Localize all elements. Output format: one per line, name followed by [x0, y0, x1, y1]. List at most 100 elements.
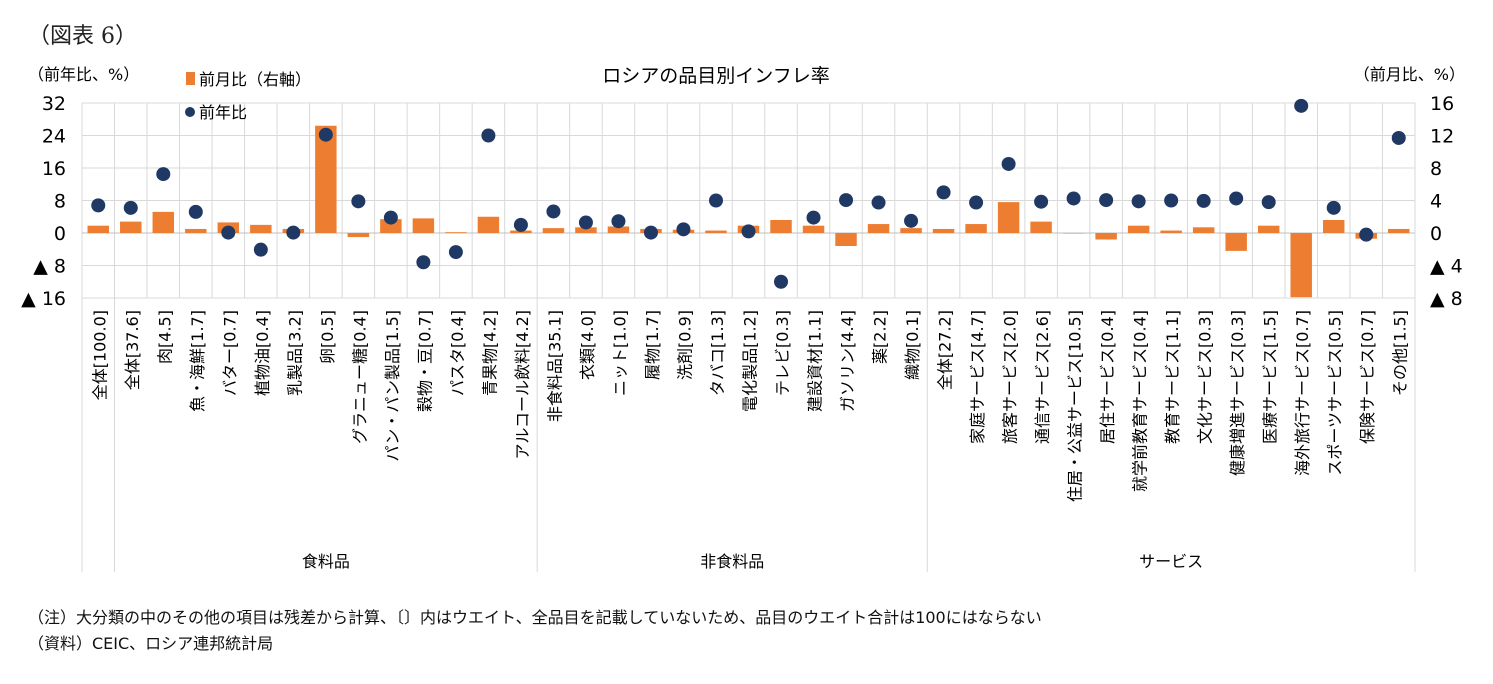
- dot: [936, 185, 951, 200]
- right-axis-label: （前月比、%）: [1354, 65, 1465, 84]
- category-label: 織物[0.1]: [903, 310, 922, 380]
- bar: [120, 221, 142, 233]
- right-tick-label: 16: [1430, 93, 1454, 115]
- bar: [152, 211, 175, 233]
- dot: [1066, 191, 1081, 206]
- dot: [318, 127, 333, 142]
- dot: [1294, 98, 1309, 113]
- right-tick-label: ▲ 8: [1430, 288, 1463, 310]
- bar: [965, 224, 987, 233]
- category-label: グラニュー糖[0.4]: [350, 310, 369, 444]
- dot: [741, 224, 756, 239]
- dot: [351, 194, 366, 209]
- dot: [1359, 227, 1374, 242]
- category-label: ガソリン[4.4]: [838, 310, 857, 412]
- chart-note: （注）大分類の中のその他の項目は残差から計算、〔〕内はウエイト、全品目を記載して…: [28, 608, 1042, 627]
- group-label: サービス: [1139, 552, 1203, 571]
- category-label: 全体[37.6]: [123, 310, 142, 390]
- bar: [867, 224, 890, 233]
- legend-dot-label: 前年比: [199, 103, 247, 122]
- bar: [1322, 220, 1345, 233]
- dot: [708, 193, 723, 208]
- dot: [904, 213, 919, 228]
- category-label: 健康増進サービス[0.3]: [1228, 310, 1247, 476]
- legend-bar-label: 前月比（右軸）: [199, 70, 311, 89]
- category-label: 魚・海鮮[1.7]: [188, 310, 207, 412]
- dot: [1034, 194, 1049, 209]
- category-label: 住居・公益サービス[10.5]: [1066, 310, 1085, 502]
- dot: [676, 222, 691, 237]
- dot: [839, 193, 854, 208]
- bar: [250, 224, 272, 233]
- dot: [1099, 193, 1114, 208]
- category-label: 履物[1.7]: [643, 310, 662, 380]
- category-label: パン・パン製品[1.5]: [383, 310, 402, 462]
- category-label: スポーツサービス[0.5]: [1326, 310, 1345, 476]
- category-label: 全体[27.2]: [936, 310, 955, 390]
- bar: [1030, 221, 1052, 233]
- right-tick-label: 8: [1430, 158, 1442, 180]
- dot: [1001, 156, 1016, 171]
- bar: [477, 216, 500, 233]
- category-label: 全体[100.0]: [90, 310, 109, 400]
- bar: [1388, 228, 1410, 233]
- left-tick-label: 32: [42, 93, 66, 115]
- dot: [1131, 194, 1146, 209]
- bar: [900, 228, 922, 233]
- category-label: 肉[4.5]: [155, 310, 174, 364]
- bar: [1225, 233, 1247, 251]
- category-label: アルコール飲料[4.2]: [513, 310, 532, 459]
- dot: [416, 255, 431, 270]
- category-label: その他[1.5]: [1391, 310, 1410, 396]
- category-label: タバコ[1.3]: [708, 310, 727, 396]
- category-label: 卵[0.5]: [318, 310, 337, 364]
- category-label: 電化製品[1.2]: [741, 310, 760, 412]
- bar: [87, 225, 109, 233]
- axes: 32 24 16 8 0 ▲ 8 ▲ 16 16 12 8 4 0 ▲ 4 ▲ 8 全体[100.0] 全体[…: [21, 93, 1463, 571]
- dot: [286, 225, 301, 240]
- dot-series: [91, 98, 1406, 289]
- category-label: パスタ[0.4]: [448, 310, 467, 396]
- dot: [448, 245, 463, 260]
- dot: [1261, 195, 1276, 210]
- bar: [835, 233, 857, 246]
- bar: [347, 233, 370, 238]
- bar: [542, 228, 565, 233]
- left-tick-label: 24: [42, 126, 66, 148]
- bar: [1160, 230, 1182, 233]
- dot: [1391, 130, 1406, 145]
- dot: [513, 217, 528, 232]
- category-label: 文化サービス[0.3]: [1196, 310, 1215, 444]
- dot: [774, 274, 789, 289]
- dot: [1164, 193, 1179, 208]
- dot: [1229, 191, 1244, 206]
- bar: [1062, 233, 1085, 234]
- group-label: 食料品: [302, 552, 350, 571]
- category-label: テレビ[0.3]: [773, 310, 792, 396]
- dot: [91, 198, 106, 213]
- group-label: 非食料品: [700, 552, 764, 571]
- bar: [380, 219, 402, 233]
- bar: [1127, 225, 1150, 233]
- bar: [185, 228, 207, 233]
- category-label: 就学前教育サービス[0.4]: [1131, 310, 1150, 492]
- dot: [253, 242, 268, 257]
- bar: [802, 225, 825, 233]
- dot: [188, 204, 203, 219]
- dot: [123, 200, 138, 215]
- category-label: 建設資材[1.1]: [806, 310, 825, 412]
- category-label: 穀物・豆[0.7]: [415, 310, 434, 412]
- dot: [1326, 200, 1341, 215]
- bar: [607, 226, 630, 233]
- dot: [871, 195, 886, 210]
- bar: [932, 228, 955, 233]
- category-label: 通信サービス[2.6]: [1033, 310, 1052, 444]
- category-label: 居住サービス[0.4]: [1098, 310, 1117, 444]
- dot: [546, 204, 561, 219]
- legend: 前月比（右軸） 前年比: [185, 70, 311, 122]
- dot: [969, 195, 984, 210]
- category-label: 衣類[4.0]: [578, 310, 597, 380]
- category-label: 薬[2.2]: [871, 310, 890, 364]
- legend-bar-swatch: [186, 72, 195, 85]
